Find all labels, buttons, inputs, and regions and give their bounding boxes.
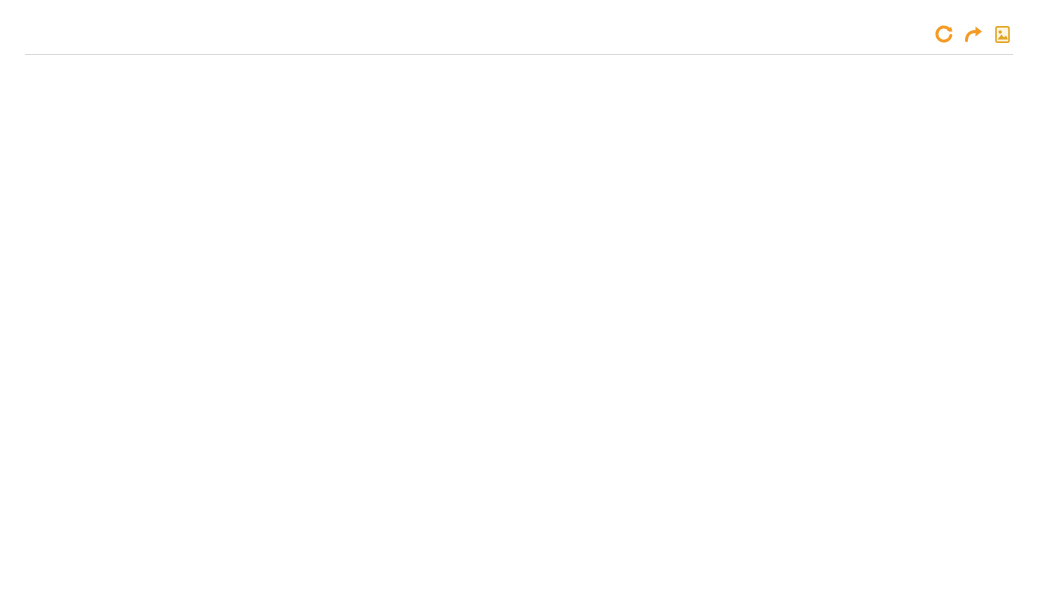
refresh-icon[interactable] [935,25,954,44]
export-arrow-icon[interactable] [964,25,983,44]
save-image-icon[interactable] [993,25,1012,44]
header-divider [25,54,1013,55]
chart-toolbox [935,25,1012,44]
